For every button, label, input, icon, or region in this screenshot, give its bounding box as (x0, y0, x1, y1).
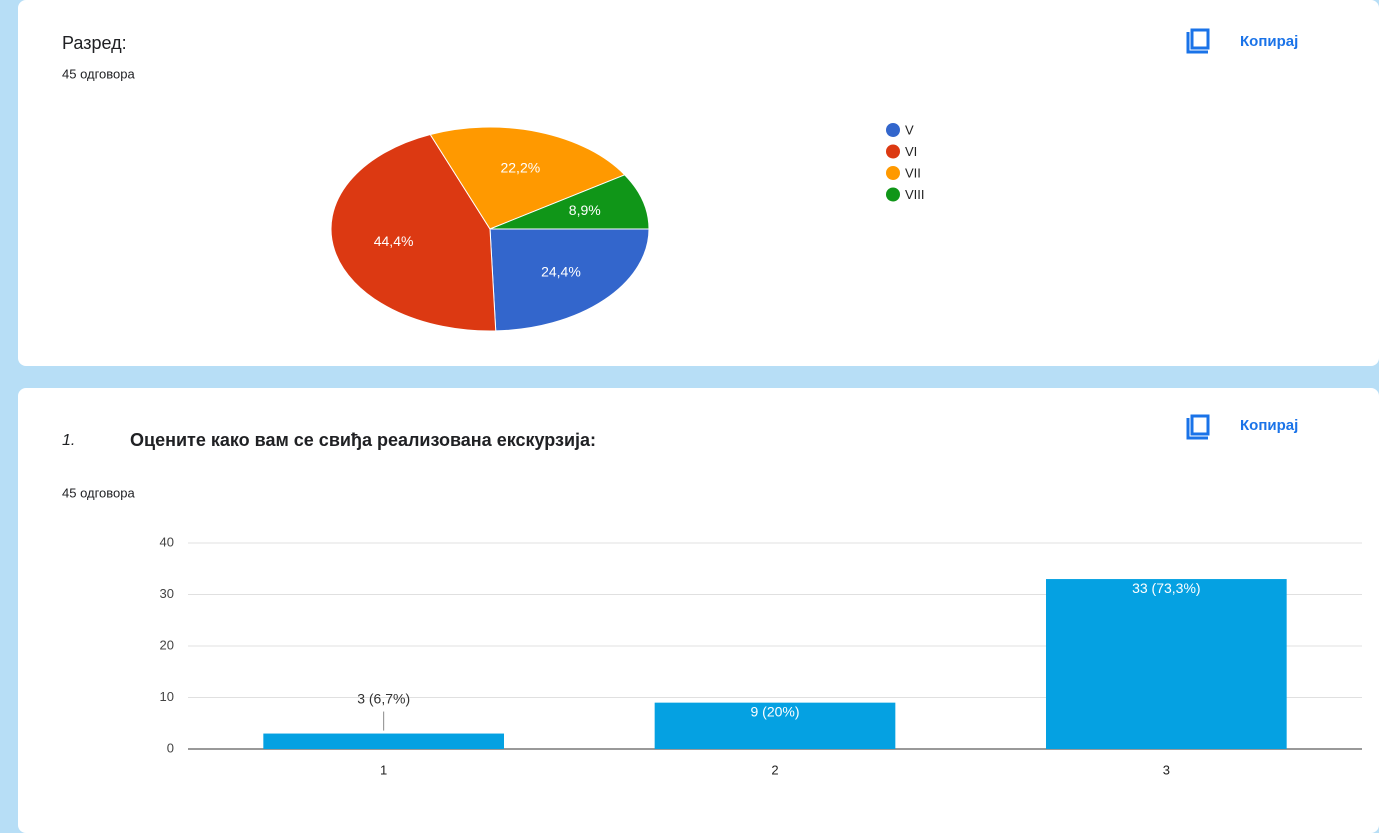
y-tick-label: 10 (160, 689, 174, 704)
copy-button[interactable]: Копирај (1186, 414, 1298, 440)
card-title: Разред: (62, 33, 127, 53)
bar (654, 702, 896, 749)
y-tick-label: 0 (167, 740, 174, 755)
y-tick-label: 30 (160, 586, 174, 601)
x-tick-label: 1 (380, 762, 387, 777)
card (18, 388, 1379, 833)
legend-label: VI (905, 144, 917, 159)
copy-button[interactable]: Копирај (1186, 28, 1298, 54)
card-title: Оцените како вам се свиђа реализована ек… (130, 430, 596, 450)
legend-label: VII (905, 165, 921, 180)
legend-swatch (886, 166, 900, 180)
pie-slice (429, 126, 626, 230)
response-count: 45 одговора (62, 485, 136, 500)
bar-value-label: 33 (73,3%) (1132, 580, 1200, 596)
response-count: 45 одговора (62, 66, 136, 81)
bar (263, 733, 505, 749)
copy-icon (1186, 28, 1210, 54)
legend-swatch (886, 144, 900, 159)
x-tick-label: 2 (771, 762, 778, 777)
bar-value-label: 3 (6,7%) (357, 690, 410, 706)
pie-slice (330, 133, 497, 332)
copy-label[interactable]: Копирај (1240, 417, 1298, 434)
slice-label: 22,2% (500, 160, 540, 176)
slice-label: 24,4% (541, 264, 581, 280)
pie-slice (489, 174, 650, 230)
slice-label: 44,4% (374, 233, 414, 249)
card (18, 0, 1379, 366)
copy-icon (1186, 414, 1210, 440)
bar-value-label: 9 (20%) (750, 703, 799, 719)
legend-swatch (886, 187, 900, 202)
y-tick-label: 20 (160, 637, 174, 652)
x-tick-label: 3 (1163, 762, 1170, 777)
bar (1045, 579, 1287, 749)
slice-label: 8,9% (569, 202, 601, 218)
legend-label: V (905, 122, 914, 137)
legend-swatch (886, 123, 900, 137)
y-tick-label: 40 (160, 534, 174, 549)
pie-slice (489, 228, 650, 332)
question-number: 1. (62, 432, 75, 449)
copy-label[interactable]: Копирај (1240, 33, 1298, 50)
legend-label: VIII (905, 187, 925, 202)
